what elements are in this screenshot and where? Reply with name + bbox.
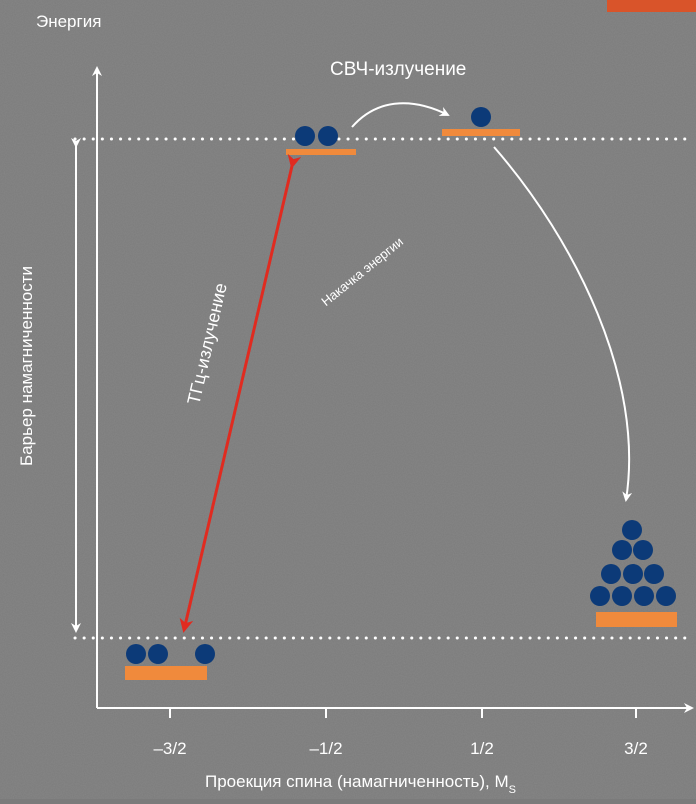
electron: [318, 126, 338, 146]
level-plus-1-2: [442, 107, 520, 136]
electron: [634, 586, 654, 606]
relaxation-arrow: [493, 146, 633, 502]
electron: [656, 586, 676, 606]
electron: [622, 520, 642, 540]
electron: [612, 586, 632, 606]
microwave-arrow: [351, 102, 450, 128]
level-bar: [442, 129, 520, 136]
level-minus-1-2: [286, 126, 356, 155]
electron: [471, 107, 491, 127]
barrier-label: Барьер намагниченности: [17, 266, 36, 466]
spin-axis-label: Проекция спина (намагниченность), MS: [205, 772, 516, 796]
level-bar: [125, 666, 207, 680]
electron: [601, 564, 621, 584]
electron: [612, 540, 632, 560]
thz-arrow: [179, 153, 302, 633]
energy-axis-label: Энергия: [36, 12, 101, 31]
electron: [195, 644, 215, 664]
electron: [633, 540, 653, 560]
tick-label-2: –1/2: [309, 739, 342, 758]
spin-axis-ticks: –3/2 –1/2 1/2 3/2: [153, 708, 648, 758]
tick-label-1: –3/2: [153, 739, 186, 758]
microwave-label: СВЧ-излучение: [330, 59, 466, 80]
level-bar: [286, 149, 356, 155]
level-plus-3-2: [590, 520, 677, 627]
electron: [295, 126, 315, 146]
electron: [644, 564, 664, 584]
electron: [126, 644, 146, 664]
level-minus-3-2: [125, 644, 215, 680]
corner-patch: [607, 0, 696, 12]
tick-label-3: 1/2: [470, 739, 494, 758]
level-bar: [596, 612, 677, 627]
electron: [148, 644, 168, 664]
electron: [590, 586, 610, 606]
tick-label-4: 3/2: [624, 739, 648, 758]
electron: [623, 564, 643, 584]
